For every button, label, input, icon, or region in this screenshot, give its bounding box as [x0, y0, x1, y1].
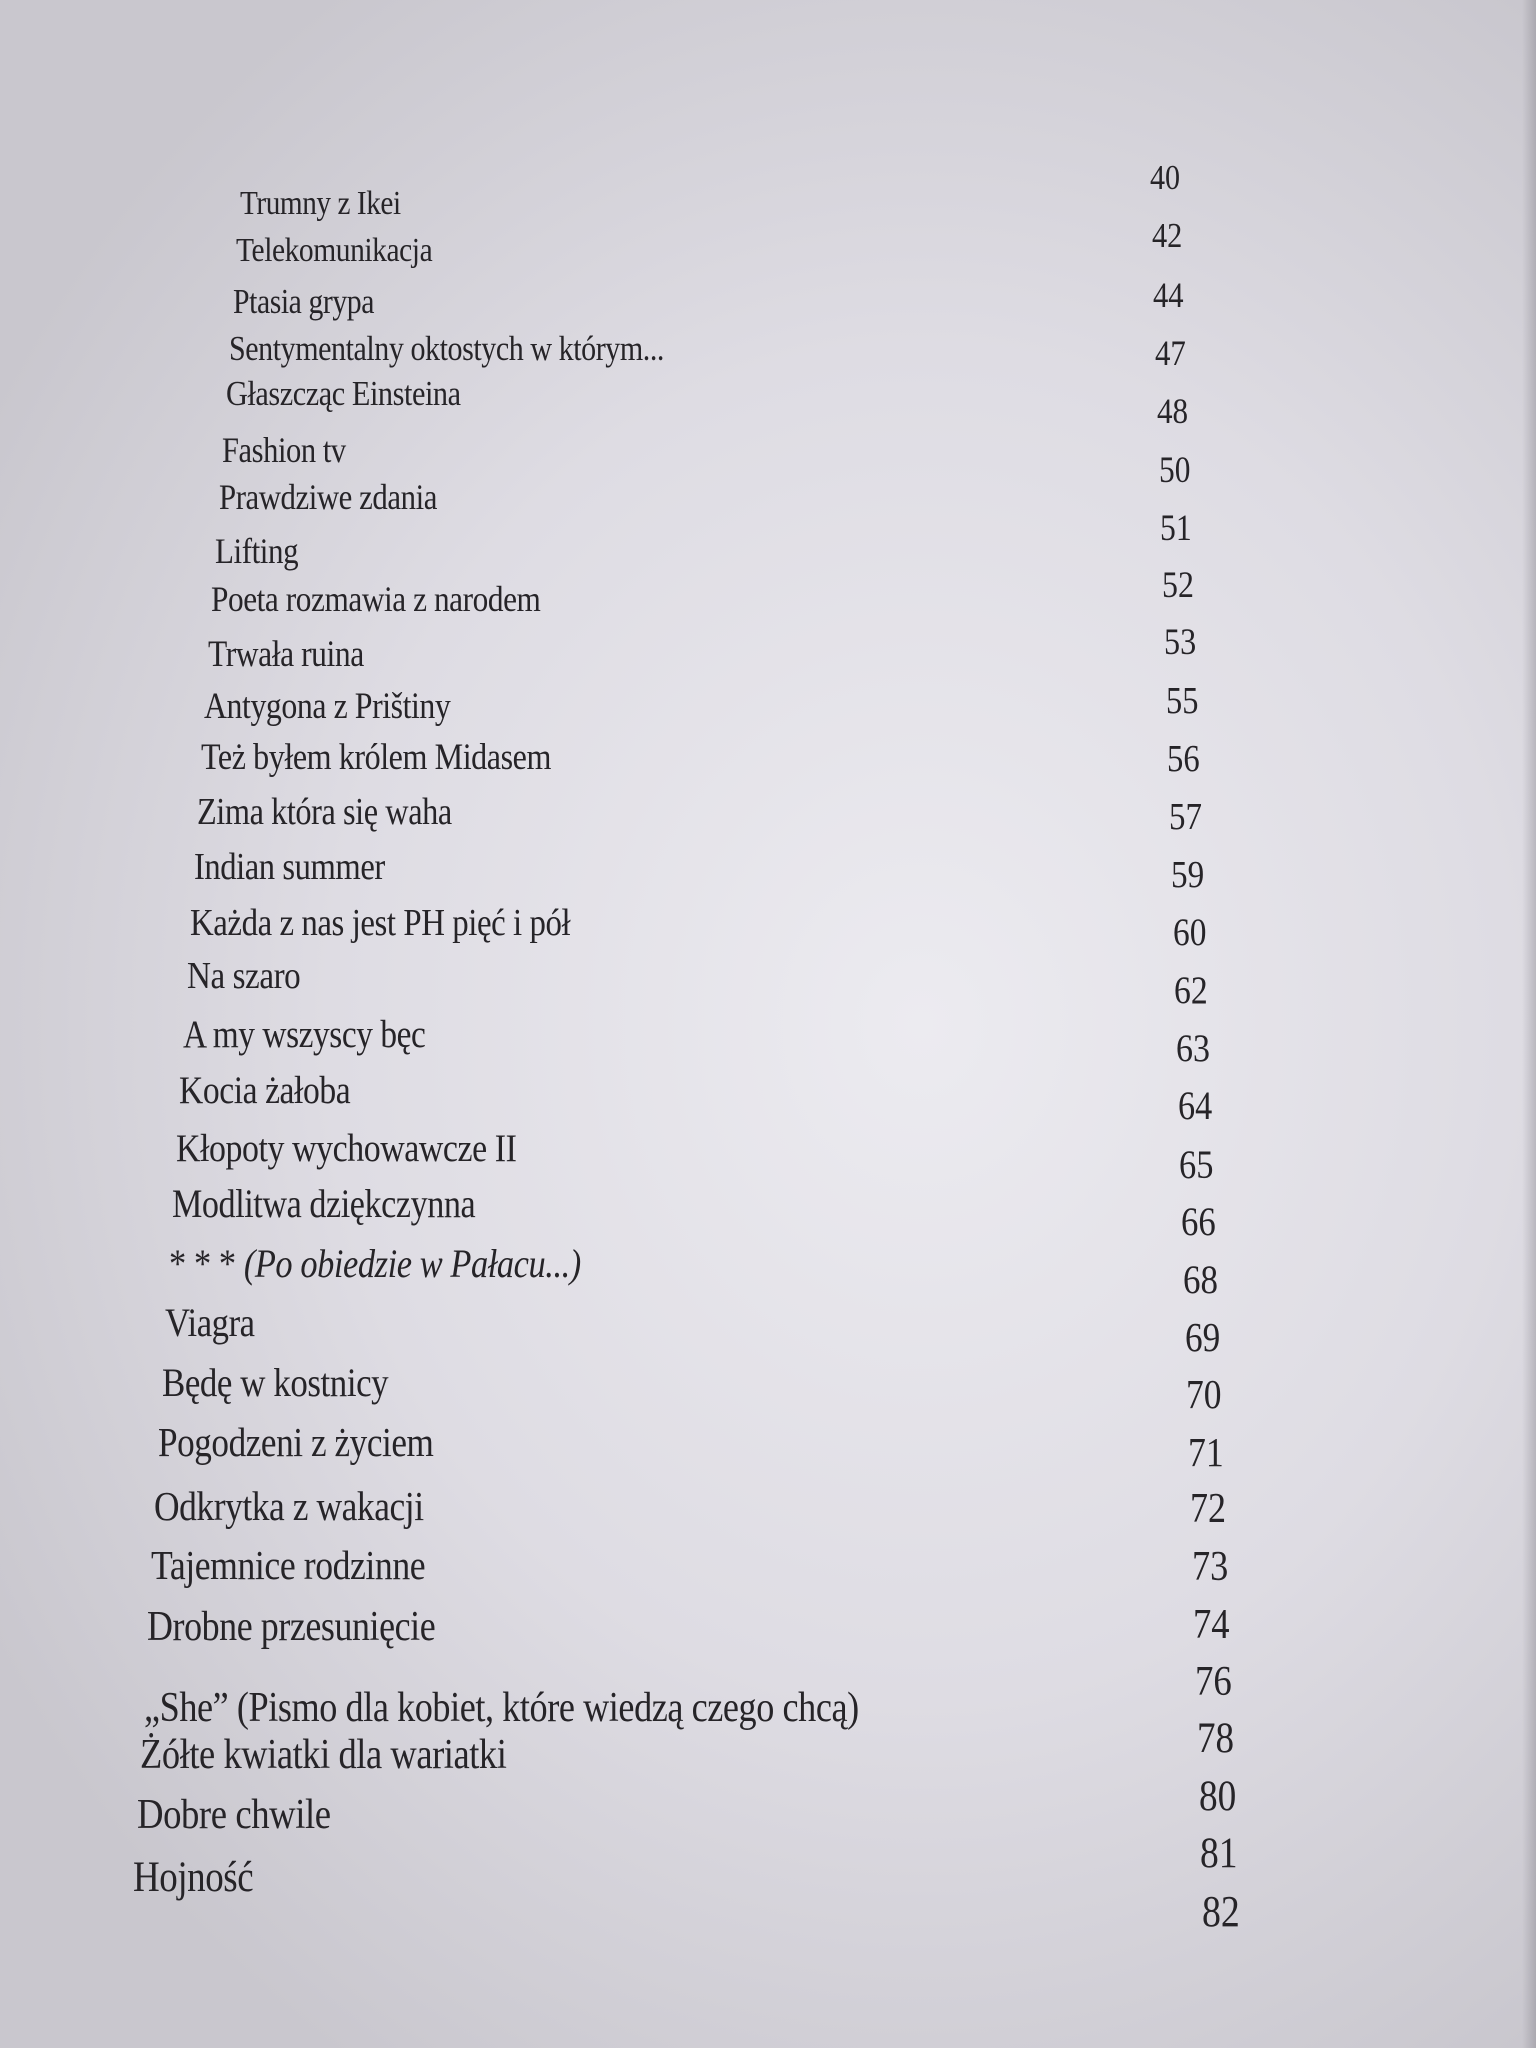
title-text: Modlitwa dziękczynna	[172, 1182, 476, 1226]
toc-entry-page-number: 70	[1186, 1371, 1222, 1418]
toc-entry-title: Prawdziwe zdania	[219, 476, 437, 518]
title-text: Każda z nas jest PH pięć i pół	[190, 902, 571, 944]
toc-entry-page-number: 40	[1150, 158, 1181, 197]
toc-entry-page-number: 51	[1160, 506, 1193, 548]
title-text: Lifting	[215, 531, 299, 571]
toc-entry-page-number: 69	[1184, 1313, 1220, 1360]
title-text: Viagra	[165, 1300, 255, 1345]
toc-entry-page-number: 52	[1162, 564, 1195, 606]
toc-entry-title: Odkrytka z wakacji	[154, 1482, 424, 1530]
toc-entry-title: Lifting	[215, 530, 299, 572]
toc-entry-title: Żółte kwiatki dla wariatki	[140, 1730, 507, 1779]
toc-entry-page-number: 44	[1153, 274, 1185, 315]
toc-entry-title: Fashion tv	[222, 429, 346, 471]
toc-entry-title: Tajemnice rodzinne	[150, 1541, 426, 1589]
title-text: A my wszyscy bęc	[182, 1013, 426, 1056]
title-text: Kocia żałoba	[179, 1069, 351, 1112]
title-text: Odkrytka z wakacji	[154, 1483, 425, 1529]
title-text: Tajemnice rodzinne	[150, 1542, 426, 1588]
title-text: Trwała ruina	[207, 633, 364, 674]
toc-entry-title: Trwała ruina	[208, 632, 364, 675]
toc-entry-page-number: 73	[1191, 1543, 1228, 1591]
toc-entry-title: Modlitwa dziękczynna	[172, 1181, 476, 1227]
toc-entry-title: Też byłem królem Midasem	[201, 736, 551, 779]
toc-entry-page-number: 64	[1177, 1084, 1212, 1129]
toc-entry-page-number: 53	[1163, 622, 1197, 664]
toc-entry-page-number: 56	[1167, 738, 1201, 781]
toc-entry-title: Poeta rozmawia z narodem	[211, 578, 541, 620]
title-text: Hojność	[133, 1854, 254, 1901]
toc-entry-title: Indian summer	[194, 845, 385, 889]
toc-entry-title: Ptasia grypa	[233, 283, 374, 322]
toc-entry-title: Kłopoty wychowawcze II	[175, 1125, 517, 1171]
toc-entry-page-number: 81	[1200, 1829, 1238, 1878]
toc-entry-title: Antygona z Prištiny	[204, 685, 451, 728]
toc-entry-title: Każda z nas jest PH pięć i pół	[190, 901, 571, 945]
toc-entry-title: Trumny z Ikei	[240, 185, 401, 223]
toc-entry-title: A my wszyscy bęc	[182, 1012, 426, 1057]
toc-entry-title: Zima która się waha	[197, 791, 452, 834]
title-italic-text: (Po obiedzie w Pałacu...)	[243, 1241, 581, 1286]
toc-entry-page-number: 55	[1165, 680, 1199, 723]
toc-entry-page-number: 80	[1198, 1772, 1236, 1821]
toc-entry-page-number: 60	[1172, 911, 1206, 955]
title-text: Głaszcząc Einsteina	[225, 374, 461, 413]
toc-entry-page-number: 65	[1179, 1141, 1214, 1187]
title-text: Kłopoty wychowawcze II	[175, 1126, 517, 1170]
toc-entry-title: Viagra	[165, 1299, 255, 1346]
title-text: Fashion tv	[222, 430, 346, 470]
toc-entry-page-number: 76	[1195, 1657, 1232, 1705]
title-text: „She” (Pismo dla kobiet, które wiedzą cz…	[143, 1684, 859, 1731]
title-text: Antygona z Prištiny	[204, 686, 451, 727]
title-text: Trumny z Ikei	[240, 185, 401, 222]
toc-entry-page-number: 42	[1151, 215, 1183, 255]
title-text: Zima która się waha	[197, 792, 452, 833]
toc-entry-page-number: 48	[1156, 390, 1189, 431]
title-text: Też byłem królem Midasem	[200, 737, 551, 778]
title-text: * * *	[168, 1241, 244, 1286]
toc-entry-page-number: 59	[1170, 853, 1204, 896]
title-text: Ptasia grypa	[232, 283, 374, 321]
toc-entry-page-number: 78	[1196, 1715, 1234, 1762]
toc-entry-title: Telekomunikacja	[236, 231, 433, 270]
title-text: Prawdziwe zdania	[218, 477, 437, 517]
toc-entry-page-number: 72	[1189, 1486, 1226, 1533]
title-text: Dobre chwile	[136, 1791, 331, 1838]
title-text: Na szaro	[186, 955, 301, 997]
toc-entry-title: Hojność	[133, 1853, 254, 1902]
toc-entry-title: Sentymentalny oktostych w którym...	[229, 329, 664, 369]
toc-entry-title: * * * (Po obiedzie w Pałacu...)	[169, 1240, 581, 1287]
toc-entry-page-number: 50	[1158, 448, 1191, 490]
toc-entry-title: Kocia żałoba	[179, 1068, 351, 1113]
toc-entry-page-number: 71	[1188, 1428, 1224, 1475]
title-text: Sentymentalny oktostych w którym...	[229, 329, 665, 368]
toc-entry-title: Na szaro	[186, 954, 301, 998]
title-text: Drobne przesunięcie	[147, 1604, 436, 1650]
title-text: Będę w kostnicy	[161, 1360, 389, 1405]
title-text: Żółte kwiatki dla wariatki	[140, 1731, 507, 1778]
toc-entry-title: Będę w kostnicy	[161, 1359, 389, 1406]
toc-entry-title: Głaszcząc Einsteina	[226, 374, 461, 414]
toc-entry-page-number: 62	[1174, 968, 1208, 1012]
toc-entry-page-number: 57	[1169, 795, 1202, 838]
toc-entry-title: Dobre chwile	[137, 1790, 331, 1839]
toc-entry-page-number: 82	[1202, 1886, 1240, 1936]
title-text: Pogodzeni z życiem	[157, 1420, 434, 1465]
toc-entry-page-number: 66	[1181, 1199, 1216, 1245]
toc-entry-page-number: 63	[1176, 1026, 1210, 1071]
toc-entry-title: Pogodzeni z życiem	[157, 1419, 434, 1466]
toc-entry-page-number: 68	[1182, 1256, 1218, 1302]
toc-entry-title: „She” (Pismo dla kobiet, które wiedzą cz…	[144, 1683, 859, 1732]
title-text: Indian summer	[193, 846, 385, 888]
toc-entry-title: Drobne przesunięcie	[147, 1603, 436, 1651]
title-text: Poeta rozmawia z narodem	[211, 579, 541, 619]
toc-entry-page-number: 74	[1193, 1600, 1230, 1648]
title-text: Telekomunikacja	[236, 231, 433, 269]
page-edge	[1522, 0, 1536, 2048]
toc-entry-page-number: 47	[1155, 332, 1187, 373]
